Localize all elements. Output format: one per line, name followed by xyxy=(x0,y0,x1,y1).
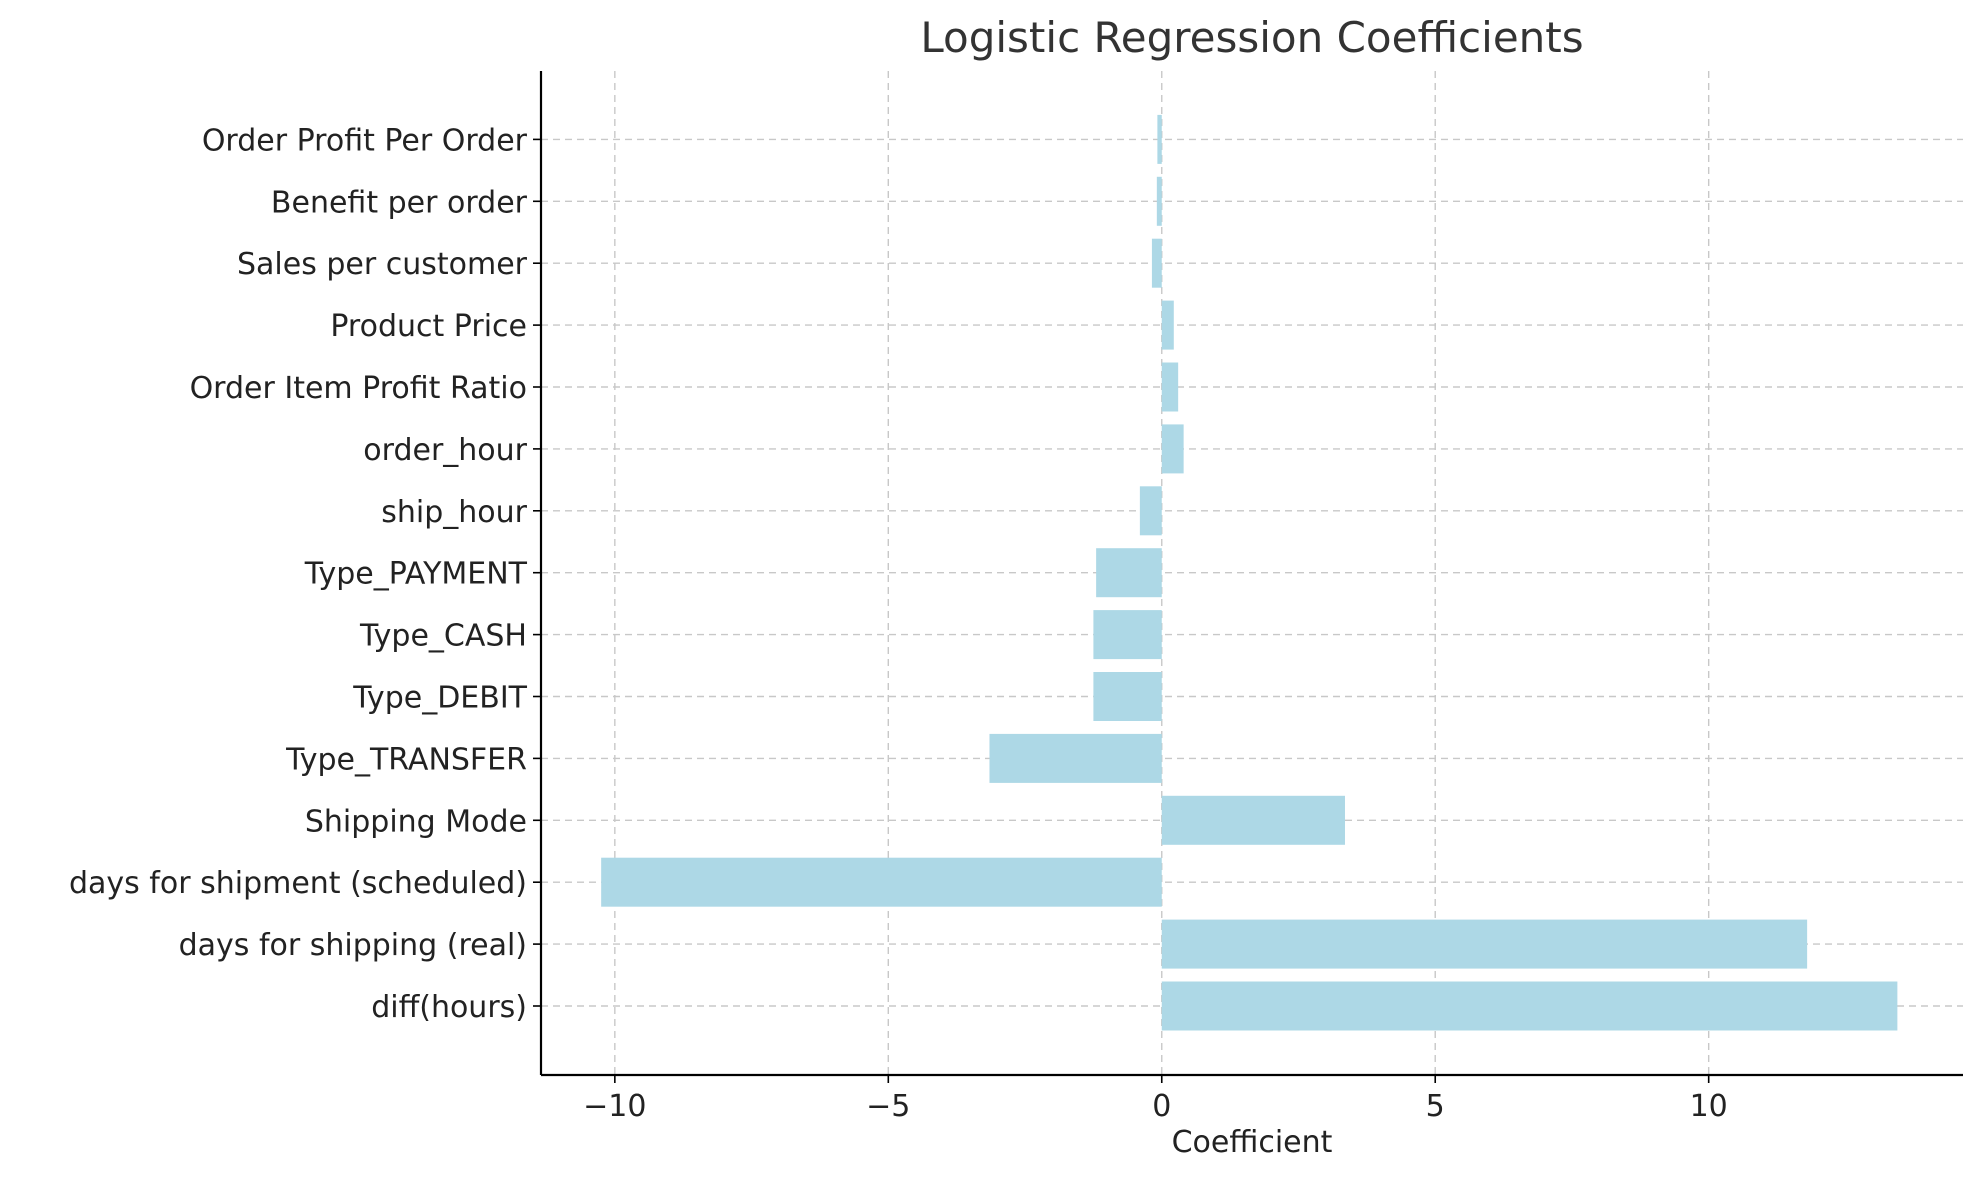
y-tick-label: Sales per customer xyxy=(237,247,528,282)
bar xyxy=(1161,981,1898,1031)
y-tick-label: Benefit per order xyxy=(271,185,528,220)
y-tick-label: ship_hour xyxy=(381,495,527,530)
x-tick-label: 0 xyxy=(1152,1089,1171,1124)
y-tick-label: days for shipping (real) xyxy=(179,928,527,963)
bar xyxy=(1093,610,1162,660)
bar xyxy=(1096,548,1162,598)
chart-title: Logistic Regression Coefficients xyxy=(920,13,1583,62)
bar xyxy=(601,857,1162,907)
bar-layer xyxy=(601,114,1898,1031)
bar xyxy=(1161,300,1174,350)
bar xyxy=(1157,114,1162,164)
y-tick-label: Order Profit Per Order xyxy=(202,123,528,158)
y-tick-label: order_hour xyxy=(363,433,527,468)
y-tick-label: Shipping Mode xyxy=(305,804,527,839)
bar xyxy=(989,733,1162,783)
y-tick-label: Order Item Profit Ratio xyxy=(190,371,527,406)
bar xyxy=(1161,424,1184,474)
bar xyxy=(1093,672,1162,721)
axis-layer: −10 −5 0 5 10 diff(hours) days for shipping (r… xyxy=(69,71,1963,1124)
bar xyxy=(1161,919,1808,969)
x-tick-label: −5 xyxy=(866,1089,910,1124)
x-tick-label: −10 xyxy=(583,1089,646,1124)
bar xyxy=(1151,238,1162,288)
y-tick-label: Type_DEBIT xyxy=(352,681,527,716)
bar xyxy=(1156,176,1162,226)
y-tick-label: Product Price xyxy=(330,309,527,344)
bar xyxy=(1139,486,1162,536)
x-axis-label: Coefficient xyxy=(1172,1125,1333,1160)
y-tick-label: days for shipment (scheduled) xyxy=(69,866,527,901)
y-tick-label: diff(hours) xyxy=(371,990,527,1025)
x-tick-label: 10 xyxy=(1690,1089,1728,1124)
y-tick-label: Type_TRANSFER xyxy=(285,742,527,777)
bar xyxy=(1161,362,1179,412)
x-tick-label: 5 xyxy=(1426,1089,1445,1124)
y-tick-label: Type_PAYMENT xyxy=(304,557,528,592)
y-tick-label: Type_CASH xyxy=(359,619,527,654)
bar xyxy=(1161,795,1345,845)
